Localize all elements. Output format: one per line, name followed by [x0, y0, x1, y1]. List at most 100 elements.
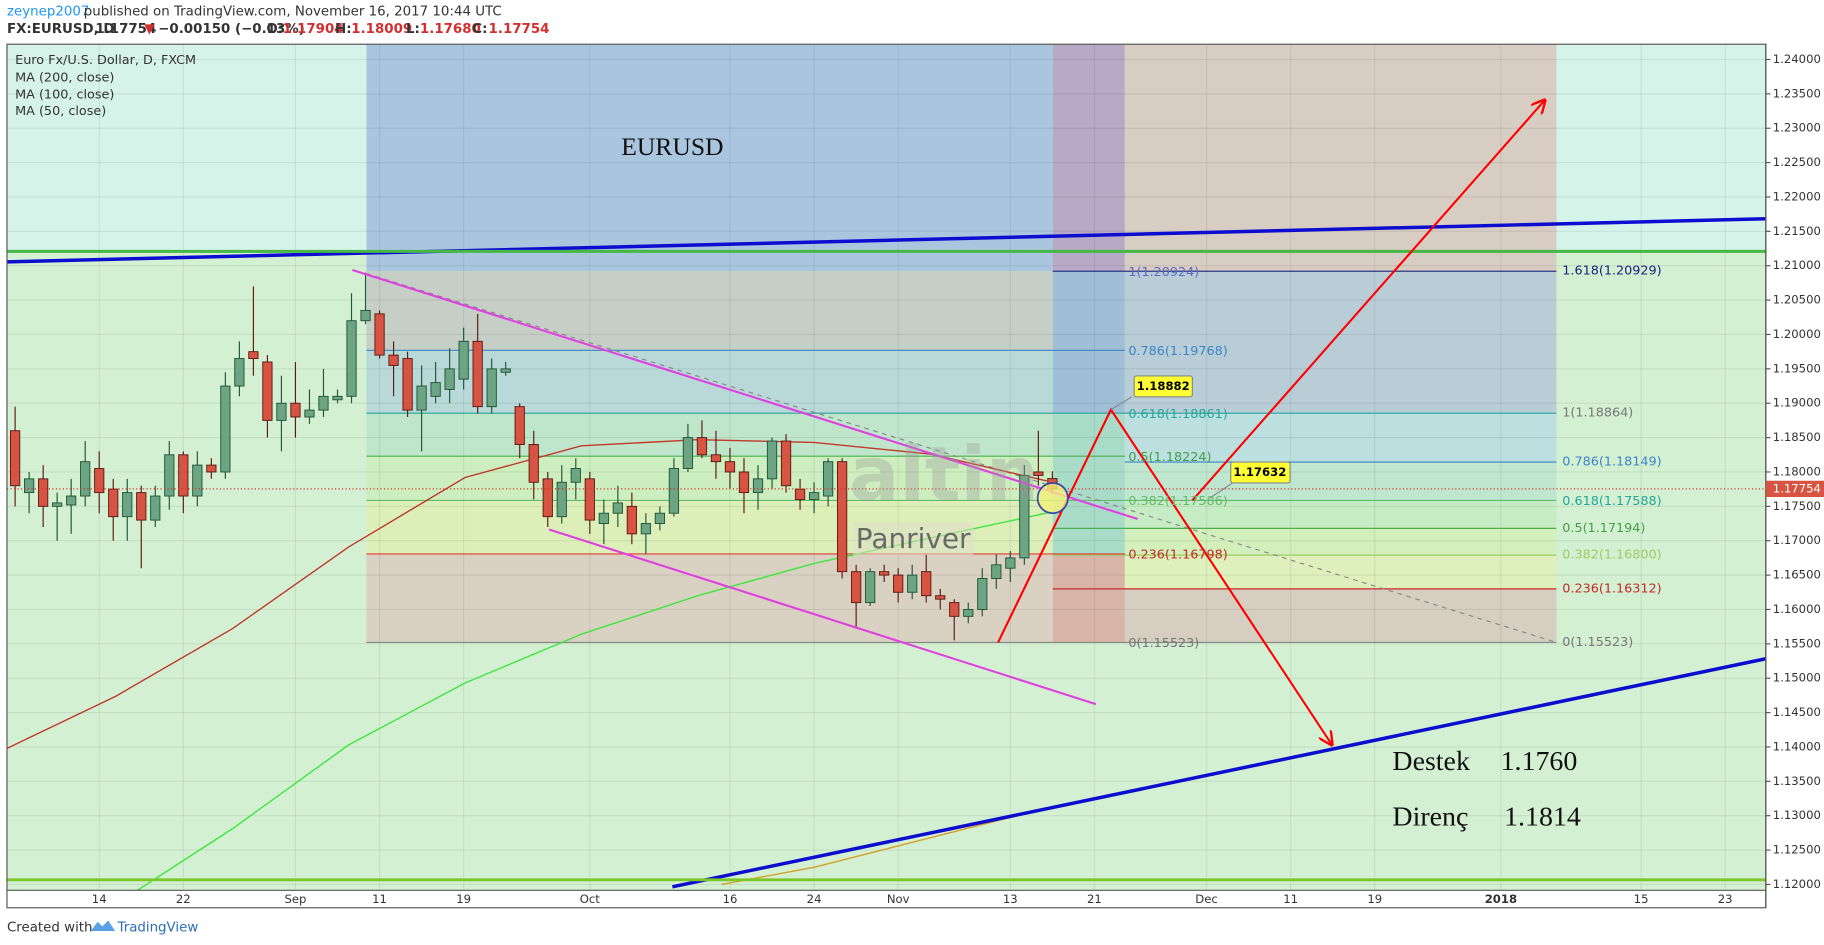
x-tick-label: Nov: [887, 892, 910, 906]
h-label: H:: [335, 22, 352, 37]
candle-body: [528, 444, 539, 483]
drawing-title: EURUSD: [621, 132, 723, 161]
footer-created: Created with: [7, 921, 93, 936]
o: 1.17904: [283, 22, 344, 37]
fib-label: 0(1.15523): [1128, 636, 1199, 651]
fib-zone: [1124, 413, 1557, 463]
callout: [1133, 375, 1193, 398]
candle-body: [360, 309, 371, 322]
legend-entry: MA (200, close): [15, 70, 114, 85]
fib-zone: [366, 44, 1053, 272]
channel: [352, 269, 1138, 521]
change: −0.00150 (−0.13%): [158, 22, 305, 37]
candle-body: [262, 361, 273, 421]
ma-line: [721, 806, 1053, 886]
candle-body: [290, 402, 301, 418]
y-tick-label: 1.23500: [1773, 86, 1821, 100]
candle-body: [458, 340, 469, 380]
fib-label: 0.382(1.16800): [1562, 548, 1661, 563]
candle-body: [794, 488, 806, 500]
x-tick-label: 21: [1087, 892, 1102, 906]
last-price-badge: [1765, 480, 1824, 498]
y-tick-label: 1.12500: [1773, 843, 1821, 857]
fib-zone: [1052, 413, 1125, 554]
candle-body: [248, 351, 259, 360]
fib-label: 0.236(1.16312): [1562, 581, 1661, 596]
x-tick-label: 19: [1367, 892, 1382, 906]
change-arrow: ▼: [144, 22, 155, 37]
x-tick-label: 11: [1283, 892, 1298, 906]
x-tick-label: Oct: [580, 892, 601, 906]
fib-right-labels: 1.618(1.20929) 1(1.18864) 0.786(1.18149)…: [1562, 264, 1661, 650]
footer-brand[interactable]: TradingView: [116, 921, 198, 936]
candle-body: [486, 368, 497, 408]
y-tick-label: 1.16500: [1773, 568, 1821, 582]
candle-body: [542, 478, 553, 518]
fib-label: 0.5(1.17194): [1562, 521, 1645, 536]
arrow: [1191, 100, 1544, 502]
candle-body: [9, 430, 21, 487]
candle-body: [640, 523, 651, 535]
candle-body: [276, 402, 287, 421]
candle-body: [584, 478, 595, 521]
candle-body: [865, 571, 876, 604]
fib-label: 1.618(1.20929): [1562, 264, 1661, 279]
fib-trend: [366, 272, 1557, 643]
fib-zone: [1124, 271, 1557, 414]
candle-body: [1033, 471, 1044, 476]
note-value: 1.1814: [1504, 802, 1581, 833]
candle-body: [388, 354, 399, 366]
candle-body: [500, 368, 511, 373]
candle-body: [444, 368, 455, 390]
candle-body: [374, 313, 385, 356]
backgrounds: [6, 44, 1766, 891]
candle-body: [977, 578, 988, 610]
note-label: Destek: [1392, 746, 1470, 777]
candle-body: [556, 481, 567, 518]
candle-body: [963, 609, 974, 617]
channel: [548, 528, 1097, 706]
author[interactable]: zeynep2007: [7, 5, 89, 20]
l: 1.17680: [420, 22, 481, 37]
x-tick-label: 13: [1003, 892, 1018, 906]
candle-body: [752, 478, 764, 494]
candle-body: [192, 464, 203, 497]
fib-label: 0.786(1.19768): [1128, 344, 1227, 359]
candle-body: [514, 406, 525, 445]
candle-body: [164, 454, 175, 497]
candle-body: [416, 385, 427, 411]
grid: [6, 44, 1766, 891]
trendline: [672, 656, 1766, 889]
candle-body: [304, 409, 315, 418]
y-tick-label: 1.21000: [1773, 258, 1821, 272]
fib-left-labels: 1(1.20924) 0.786(1.19768) 0.618(1.18861)…: [1128, 265, 1227, 651]
fib-zone: [1052, 553, 1125, 643]
watermark: Panriver: [856, 522, 971, 555]
y-tick-label: 1.17500: [1773, 499, 1821, 513]
candle-body: [682, 437, 694, 470]
trendline: [6, 217, 1766, 264]
x-tick-label: 14: [92, 892, 107, 906]
candle-body: [24, 478, 35, 494]
legend-title: Euro Fx/U.S. Dollar, D, FXCM: [15, 53, 196, 68]
fib-label: 0.5(1.18224): [1128, 450, 1211, 465]
y-tick-label: 1.20500: [1773, 293, 1821, 307]
symbol-line: FX:EURUSD, D 1.17754 ▼ −0.00150 (−0.13%)…: [7, 22, 549, 37]
candle-body: [935, 595, 946, 600]
candle-body: [66, 495, 77, 506]
candle-body: [766, 440, 778, 480]
fib-label: 0(1.15523): [1562, 635, 1633, 650]
candle-body: [696, 437, 708, 456]
fib-label: 1(1.18864): [1562, 406, 1633, 421]
candle-body: [1005, 557, 1016, 569]
y-tick-label: 1.19000: [1773, 396, 1821, 410]
y-tick-label: 1.15000: [1773, 671, 1821, 685]
x-tick-label: Sep: [284, 892, 306, 906]
callout-pointer: [1209, 481, 1235, 499]
note-value: 1.1760: [1501, 746, 1578, 777]
candle-body: [402, 358, 413, 411]
fib-label: 0.618(1.18861): [1128, 407, 1227, 422]
y-tick-label: 1.21500: [1773, 224, 1821, 238]
candle-body: [346, 320, 357, 397]
axes: 1.12000 1.12500 1.13000 1.13500 1.14000 1.145…: [92, 52, 1824, 906]
